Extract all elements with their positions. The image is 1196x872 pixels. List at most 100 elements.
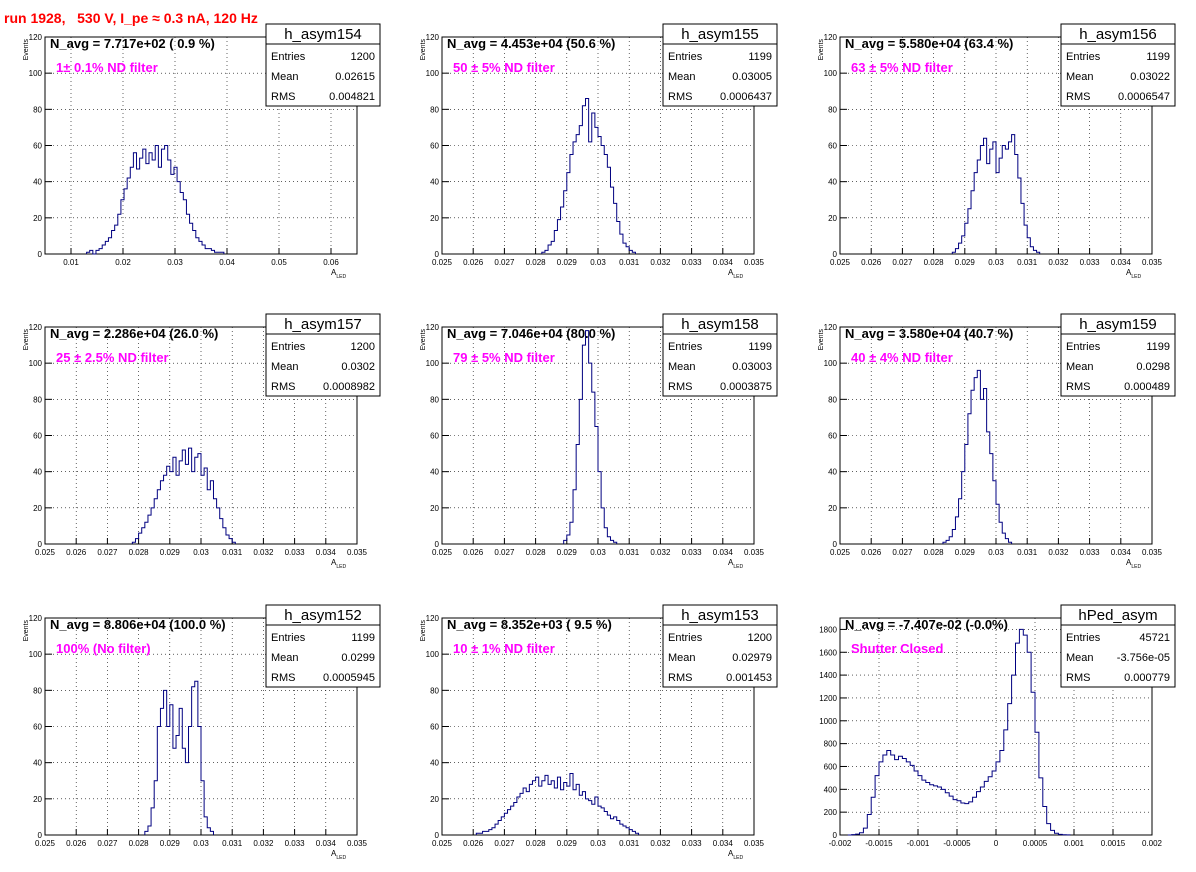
y-tick-label: 100 bbox=[824, 69, 838, 78]
x-tick-label: 0.029 bbox=[955, 548, 976, 557]
x-tick-label: 0.01 bbox=[63, 258, 79, 267]
histogram-name: h_asym155 bbox=[681, 26, 759, 43]
x-tick-label: 0.035 bbox=[744, 839, 765, 848]
y-tick-label: 1800 bbox=[819, 625, 837, 634]
histogram-line bbox=[475, 773, 640, 835]
filter-annotation: 25 ± 2.5% ND filter bbox=[56, 350, 169, 365]
histogram-line bbox=[847, 628, 1071, 836]
y-tick-label: 80 bbox=[33, 395, 42, 404]
x-axis-label-subscript: LED bbox=[336, 274, 346, 280]
x-tick-label: 0.026 bbox=[463, 548, 484, 557]
x-tick-label: 0.026 bbox=[861, 258, 882, 267]
x-tick-label: 0.026 bbox=[66, 548, 87, 557]
x-tick-label: 0.03 bbox=[167, 258, 183, 267]
stats-key-mean: Mean bbox=[271, 652, 299, 664]
y-tick-label: 100 bbox=[824, 359, 838, 368]
x-tick-label: 0.035 bbox=[1142, 258, 1163, 267]
stats-box bbox=[265, 604, 381, 688]
y-tick-label: 60 bbox=[430, 142, 439, 151]
stats-key-mean: Mean bbox=[1066, 652, 1094, 664]
x-tick-label: 0.033 bbox=[1080, 548, 1101, 557]
stats-value-entries: 1200 bbox=[351, 341, 375, 353]
x-tick-label: 0.032 bbox=[650, 548, 671, 557]
x-tick-label: 0.03 bbox=[590, 548, 606, 557]
x-axis-label-subscript: LED bbox=[336, 855, 346, 861]
x-tick-label: 0.034 bbox=[713, 548, 734, 557]
x-tick-label: 0.031 bbox=[1017, 548, 1038, 557]
stats-key-entries: Entries bbox=[271, 341, 306, 353]
histogram-name: h_asym157 bbox=[284, 316, 362, 333]
x-tick-label: 0.026 bbox=[463, 258, 484, 267]
histogram-panel-h_asym153: 0.025 0.026 0.027 0.028 0.029 0.03 0.031 0.032 0… bbox=[420, 604, 778, 861]
x-tick-label: 0.031 bbox=[222, 548, 243, 557]
x-tick-label: 0.029 bbox=[557, 258, 578, 267]
x-tick-label: 0.025 bbox=[830, 548, 851, 557]
stats-key-mean: Mean bbox=[668, 71, 696, 83]
x-tick-label: 0.028 bbox=[526, 258, 547, 267]
stats-key-entries: Entries bbox=[668, 341, 703, 353]
filter-annotation: 63 ± 5% ND filter bbox=[851, 60, 953, 75]
stats-key-entries: Entries bbox=[1066, 51, 1101, 63]
x-tick-label: 0.035 bbox=[744, 548, 765, 557]
stats-key-rms: RMS bbox=[668, 672, 692, 684]
histogram-line bbox=[563, 330, 618, 544]
y-tick-label: 20 bbox=[33, 214, 42, 223]
x-tick-label: 0.027 bbox=[494, 548, 515, 557]
x-tick-label: 0.029 bbox=[160, 839, 181, 848]
x-tick-label: 0.031 bbox=[619, 548, 640, 557]
x-tick-label: -0.002 bbox=[829, 839, 852, 848]
x-tick-label: 0.031 bbox=[619, 839, 640, 848]
stats-value-rms: 0.001453 bbox=[726, 672, 772, 684]
x-tick-label: 0.034 bbox=[713, 839, 734, 848]
x-axis-label: ALED bbox=[1126, 268, 1141, 280]
x-tick-label: 0.002 bbox=[1142, 839, 1163, 848]
stats-value-entries: 45721 bbox=[1139, 632, 1170, 644]
y-tick-label: 600 bbox=[824, 762, 838, 771]
stats-key-rms: RMS bbox=[271, 91, 295, 103]
navg-label: N_avg = 4.453e+04 (50.6 %) bbox=[447, 36, 615, 51]
stats-value-entries: 1199 bbox=[351, 632, 375, 644]
stats-key-mean: Mean bbox=[668, 361, 696, 373]
x-axis-label: ALED bbox=[331, 558, 346, 570]
y-tick-label: 100 bbox=[426, 650, 440, 659]
y-tick-label: 400 bbox=[824, 785, 838, 794]
y-tick-label: 80 bbox=[33, 686, 42, 695]
x-tick-label: 0.028 bbox=[924, 258, 945, 267]
y-tick-label: 0 bbox=[435, 831, 440, 840]
x-tick-label: 0.032 bbox=[253, 839, 274, 848]
navg-label: N_avg = 2.286e+04 (26.0 %) bbox=[50, 326, 218, 341]
y-tick-label: 20 bbox=[33, 504, 42, 513]
y-tick-label: 20 bbox=[828, 214, 837, 223]
histogram-line bbox=[951, 134, 1041, 254]
filter-annotation: 100% (No filter) bbox=[56, 641, 151, 656]
x-tick-label: 0.025 bbox=[432, 839, 453, 848]
y-tick-label: 0 bbox=[435, 250, 440, 259]
y-tick-label: 40 bbox=[828, 468, 837, 477]
stats-key-rms: RMS bbox=[271, 381, 295, 393]
navg-label: N_avg = 8.352e+03 ( 9.5 %) bbox=[447, 617, 612, 632]
x-tick-label: 0 bbox=[994, 839, 999, 848]
y-tick-label: 20 bbox=[430, 795, 439, 804]
x-tick-label: 0.028 bbox=[526, 548, 547, 557]
histogram-panel-h_asym152: 0.025 0.026 0.027 0.028 0.029 0.03 0.031 0.032 0… bbox=[23, 604, 381, 861]
histogram-name: h_asym152 bbox=[284, 607, 362, 624]
stats-value-entries: 1199 bbox=[1146, 341, 1170, 353]
y-tick-label: 100 bbox=[29, 359, 43, 368]
x-tick-label: 0.026 bbox=[66, 839, 87, 848]
filter-annotation: 1± 0.1% ND filter bbox=[56, 60, 158, 75]
stats-value-mean: 0.03022 bbox=[1130, 71, 1170, 83]
stats-box bbox=[1060, 604, 1176, 688]
stats-key-rms: RMS bbox=[1066, 672, 1090, 684]
x-tick-label: 0.035 bbox=[744, 258, 765, 267]
stats-key-entries: Entries bbox=[1066, 341, 1101, 353]
stats-value-mean: 0.03005 bbox=[732, 71, 772, 83]
x-tick-label: 0.035 bbox=[347, 548, 368, 557]
stats-box bbox=[265, 313, 381, 397]
x-tick-label: 0.035 bbox=[1142, 548, 1163, 557]
stats-value-entries: 1200 bbox=[748, 632, 772, 644]
stats-key-entries: Entries bbox=[271, 632, 306, 644]
stats-value-mean: 0.0298 bbox=[1136, 361, 1170, 373]
stats-value-mean: 0.02979 bbox=[732, 652, 772, 664]
stats-value-rms: 0.0006437 bbox=[720, 91, 772, 103]
stats-key-entries: Entries bbox=[271, 51, 306, 63]
